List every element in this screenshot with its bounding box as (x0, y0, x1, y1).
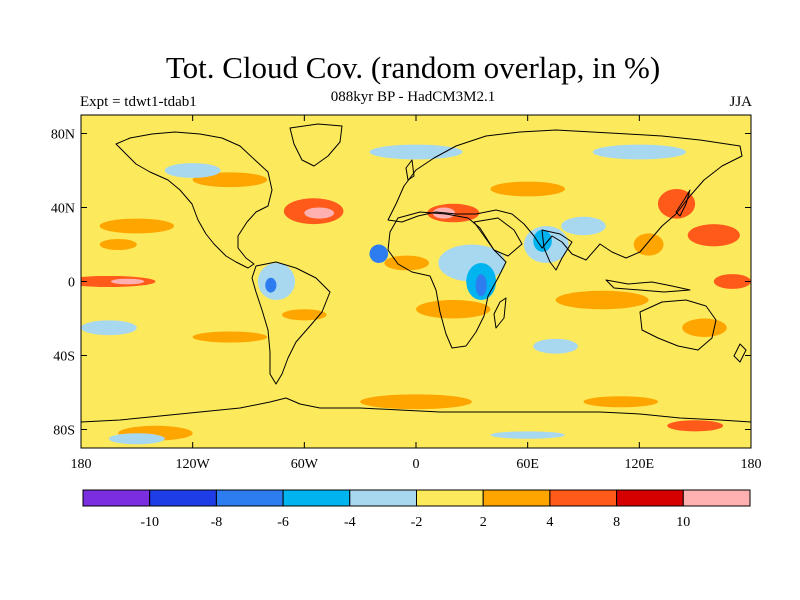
anomaly-patch (555, 290, 649, 310)
colorbar-label: -2 (411, 515, 423, 530)
coastline-south-america (251, 261, 331, 385)
colorbar-swatch (682, 489, 751, 507)
y-tick-label: 80N (51, 128, 75, 143)
anomaly-patch (490, 181, 565, 197)
x-axis: 180 120W 60W 0 60E 120E 180 (71, 115, 762, 472)
anomaly-patch (192, 172, 268, 188)
colorbar-label: 10 (676, 515, 690, 530)
x-tick-label: 120W (176, 457, 211, 472)
y-tick-label: 80S (53, 424, 75, 439)
x-tick-label: 0 (413, 457, 420, 472)
anomaly-patch (369, 244, 389, 263)
colorbar-swatch (482, 489, 551, 507)
anomaly-patch (360, 394, 472, 410)
coastline-indonesia (605, 279, 691, 293)
coastline-uk (405, 159, 415, 181)
colorbar-swatch (149, 489, 217, 507)
anomaly-patch (667, 420, 724, 432)
coastline-new-zealand (733, 343, 747, 363)
colorbar-swatch (549, 489, 618, 507)
y-tick-label: 0 (68, 276, 75, 291)
anomaly-patch (304, 207, 335, 219)
colorbar-swatch (215, 489, 284, 507)
anomaly-patch (533, 229, 552, 252)
anomaly-patch (99, 218, 175, 234)
anomaly-patch (384, 255, 430, 271)
x-tick-label: 60E (516, 457, 539, 472)
anomaly-patch (416, 300, 491, 319)
colorbar-label: -8 (211, 515, 223, 530)
anomaly-patch (687, 224, 740, 247)
chart-title: Tot. Cloud Cov. (random overlap, in %) (165, 50, 661, 85)
coastline-eurasia (387, 129, 743, 261)
coastline-madagascar (493, 297, 507, 329)
colorbar-label: 4 (546, 515, 553, 530)
colorbar-swatch (616, 489, 684, 507)
anomaly-patch (81, 320, 137, 336)
x-tick-label: 180 (71, 457, 92, 472)
coastline-layer (81, 123, 751, 423)
coastline-africa (387, 211, 507, 349)
coastline-japan (675, 189, 691, 217)
y-tick-label: 40N (51, 202, 75, 217)
anomaly-patch (257, 263, 296, 300)
anomaly-patch (282, 309, 327, 321)
colorbar: -10 -8 -6 -4 -2 2 4 8 10 (82, 489, 751, 530)
colorbar-label: -10 (140, 515, 159, 530)
anomaly-patch (108, 433, 165, 445)
anomaly-patch (713, 274, 751, 289)
x-tick-label: 60W (291, 457, 319, 472)
coastline-north-america (115, 131, 273, 269)
anomaly-patch (99, 238, 137, 251)
anomaly-patch (490, 431, 565, 439)
colorbar-label: 8 (613, 515, 620, 530)
anomaly-patch (561, 216, 606, 236)
colorbar-swatch (416, 489, 484, 507)
anomaly-patch (369, 144, 463, 160)
chart-subtitle: 088kyr BP - HadCM3M2.1 (330, 89, 496, 105)
anomaly-patch (592, 144, 686, 160)
anomaly-patch (533, 338, 578, 354)
anomaly-patch (682, 318, 727, 337)
anomaly-patch (110, 278, 145, 285)
anomaly-patch (657, 189, 696, 219)
coastline-india (541, 229, 573, 271)
colorbar-swatch (282, 489, 351, 507)
anomaly-patch (583, 396, 658, 408)
coastline-australia (639, 299, 717, 351)
anomaly-patch (192, 331, 268, 343)
coastline-antarctica (81, 397, 751, 423)
colorbar-label: -4 (344, 515, 356, 530)
anomaly-patch (475, 274, 487, 297)
colorbar-label: 2 (480, 515, 487, 530)
x-tick-label: 180 (741, 457, 762, 472)
x-tick-label: 120E (625, 457, 655, 472)
experiment-label: Expt = tdwt1-tdab1 (80, 94, 197, 110)
anomaly-patch (265, 277, 277, 293)
y-tick-label: 40S (53, 350, 75, 365)
season-label: JJA (729, 94, 752, 110)
coastline-greenland (289, 123, 343, 167)
coastline-arabia (473, 217, 523, 257)
colorbar-swatch (82, 489, 151, 507)
anomaly-patch (164, 163, 221, 178)
colorbar-swatch (349, 489, 417, 507)
colorbar-label: -6 (277, 515, 289, 530)
y-axis: 80N 40N 0 40S 80S (51, 128, 751, 439)
anomaly-field (81, 144, 751, 445)
